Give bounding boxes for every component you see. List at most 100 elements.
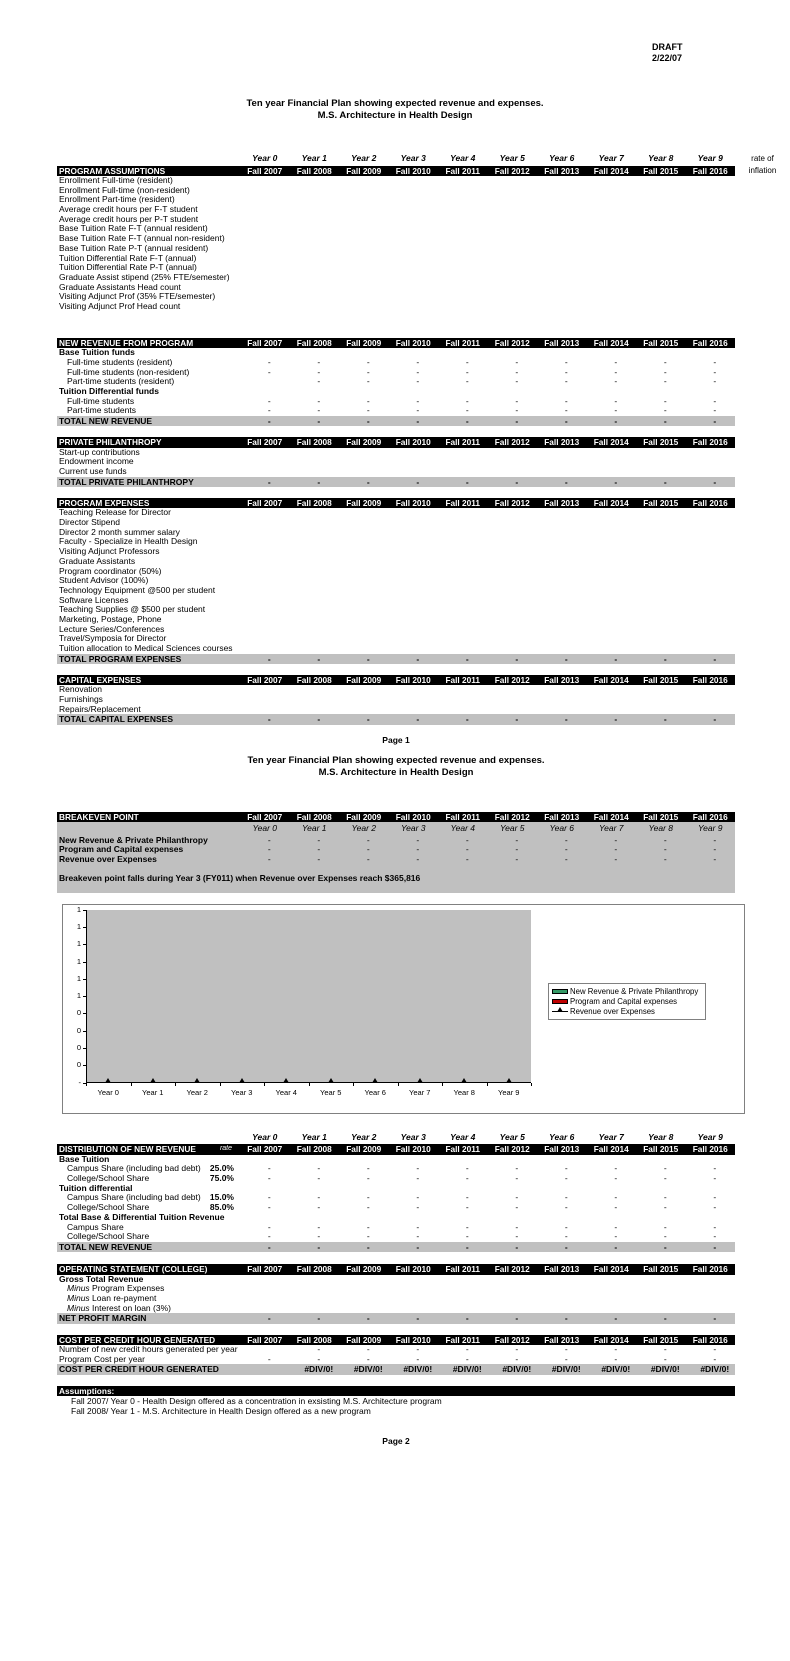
table-row: Visiting Adjunct Prof (35% FTE/semester) [57,292,735,302]
value-cell: - [614,476,618,487]
fall-column-label: Fall 2010 [395,437,431,448]
value-cell: - [515,1173,519,1184]
fall-column-label: Fall 2014 [593,811,629,822]
year-column-label: Year 3 [400,1131,426,1142]
table-row: Tuition differential [57,1183,735,1194]
value-cell: - [465,1313,469,1324]
row-label: TOTAL PRIVATE PHILANTHROPY [59,476,194,487]
value-cell: - [267,1173,271,1184]
line-series-marker [238,1077,245,1083]
x-axis-tick-label: Year 7 [409,1087,431,1097]
value-cell: - [317,356,321,367]
value-cell: - [267,405,271,416]
row-label: Graduate Assist stipend (25% FTE/semeste… [59,271,230,282]
fall-column-label: Fall 2008 [296,437,332,448]
line-series-marker [416,1077,423,1083]
value-cell: - [366,834,370,845]
value-cell: - [713,1221,717,1232]
value-cell: - [564,395,568,406]
value-cell: - [267,1353,271,1364]
value-cell: - [416,1353,420,1364]
fall-column-label: Fall 2010 [395,1264,431,1275]
value-cell: - [663,653,667,664]
table-row: Graduate Assistants [57,556,735,567]
table-row: Campus Share (including bad debt) 15.0% - -… [57,1193,735,1203]
value-cell: - [564,1241,568,1252]
value-cell: - [465,1353,469,1364]
value-cell: - [366,415,370,426]
x-axis-tick-mark [264,1082,265,1086]
value-cell: - [267,844,271,855]
value-cell: - [416,1313,420,1324]
table-row: Gross Total Revenue [57,1274,735,1285]
fall-column-label: Fall 2010 [395,1334,431,1345]
value-cell: - [267,834,271,845]
table-row: Average credit hours per P-T student [57,214,735,225]
row-label: Program coordinator (50%) [59,565,162,576]
table-row: Program Cost per year - - - - - - - - - - [57,1353,735,1365]
table-row: Campus Share (including bad debt) 25.0% - -… [57,1164,735,1174]
value-cell: - [663,844,667,855]
row-label: COST PER CREDIT HOUR GENERATED [59,1364,219,1375]
value-cell: - [416,405,420,416]
value-cell: - [416,844,420,855]
row-label: TOTAL CAPITAL EXPENSES [59,714,173,725]
fall-column-label: Fall 2015 [643,337,679,348]
table-row: Director Stipend [57,517,735,528]
table-private-philanthropy: PRIVATE PHILANTHROPY Fall 2007 Fall 2008 Fa… [57,437,790,487]
value-cell: #DIV/0! [452,1364,482,1375]
value-cell: - [416,376,420,387]
value-cell: - [663,1163,667,1174]
value-cell: - [713,1313,717,1324]
fall-column-label: Fall 2009 [346,437,382,448]
row-label: Graduate Assistants Head count [59,281,181,292]
fall-column-label: Fall 2011 [445,165,481,176]
fall-column-label: Fall 2013 [544,497,580,508]
table-row: Technology Equipment @500 per student [57,585,735,596]
value-cell: - [515,476,519,487]
section-header-private_philanthropy: PRIVATE PHILANTHROPY Fall 2007 Fall 2008 Fa… [57,437,735,448]
chart-legend: New Revenue & Private Philanthropy Progra… [548,982,706,1020]
value-cell: - [614,405,618,416]
table-row: Enrollment Full-time (non-resident) [57,185,735,196]
legend-entry: Revenue over Expenses [552,1007,703,1017]
row-label: Campus Share [67,1221,124,1232]
table-row: College/School Share - - - - - - - - - - [57,1231,735,1242]
value-cell: - [713,714,717,725]
fall-column-label: Fall 2007 [247,674,283,685]
table-row: TOTAL NEW REVENUE - - - - - - - - - - [57,415,735,427]
table-row: Tuition Differential funds [57,386,735,397]
fall-column-label: Fall 2012 [494,674,530,685]
value-cell: - [663,366,667,377]
fall-column-label: Fall 2010 [395,497,431,508]
y-axis-tick-mark [83,1013,86,1015]
value-cell: - [614,854,618,864]
table-row: Start-up contributions [57,447,735,458]
value-cell: - [416,356,420,367]
value-cell: - [465,476,469,487]
value-cell: - [663,476,667,487]
section-title: PROGRAM EXPENSES [59,497,150,508]
fall-column-label: Fall 2014 [593,497,629,508]
value-cell: - [317,1344,321,1354]
value-cell: - [366,366,370,377]
value-cell: - [564,1163,568,1174]
value-cell: - [465,653,469,664]
value-cell: - [465,1163,469,1174]
value-cell: - [713,854,717,864]
fall-column-label: Fall 2016 [692,674,728,685]
value-cell: - [317,844,321,855]
fall-column-label: Fall 2008 [296,811,332,822]
fall-column-label: Fall 2016 [692,1334,728,1345]
row-label: Travel/Symposia for Director [59,633,167,644]
fall-column-label: Fall 2007 [247,165,283,176]
legend-entry: Program and Capital expenses [552,997,703,1007]
fall-column-label: Fall 2007 [247,811,283,822]
fall-column-label: Fall 2016 [692,811,728,822]
title-line1: Ten year Financial Plan showing expected… [246,98,544,109]
y-axis-tick-label: 1 [76,939,81,949]
row-label: Student Advisor (100%) [59,575,149,586]
table-row: Minus Loan re-payment [57,1293,735,1304]
value-cell: - [317,476,321,487]
fall-column-label: Fall 2013 [544,1264,580,1275]
